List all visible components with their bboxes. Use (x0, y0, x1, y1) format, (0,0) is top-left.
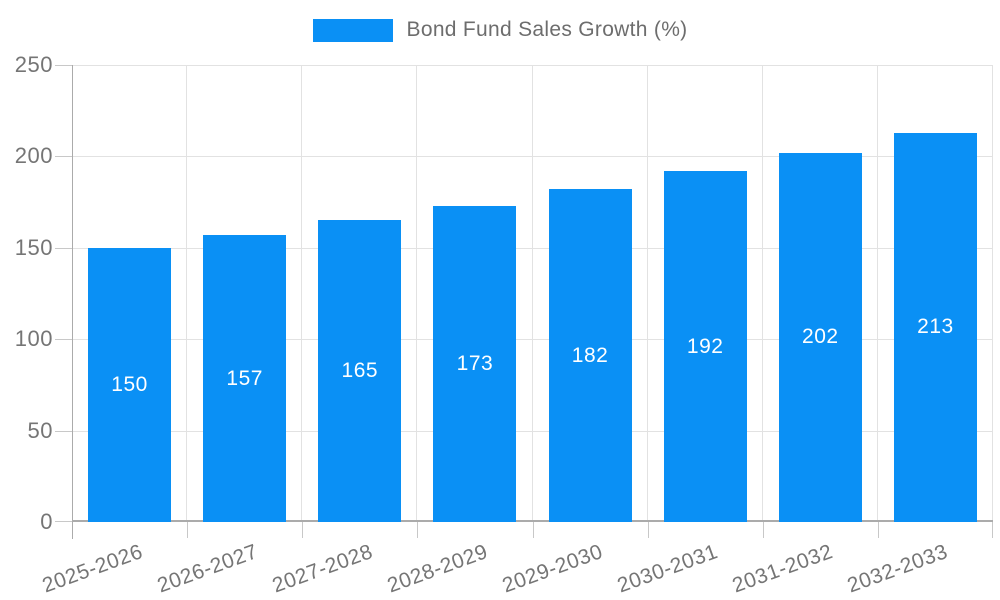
x-axis-label: 2028-2029 (384, 540, 491, 598)
bar-value-label: 173 (456, 351, 494, 375)
gridline-vertical (761, 65, 763, 522)
x-axis-label: 2031-2032 (729, 540, 837, 598)
bar-value-label: 165 (341, 359, 379, 383)
y-axis-label: 250 (14, 52, 53, 77)
bar-value-label: 202 (802, 325, 839, 349)
y-axis-tick (55, 430, 72, 432)
y-axis-tick (55, 156, 72, 158)
gridline-vertical (646, 65, 648, 522)
bar[interactable]: 202 (778, 152, 862, 522)
y-axis-tick (55, 65, 72, 66)
gridline-vertical (301, 65, 303, 522)
gridline-vertical (531, 65, 533, 522)
y-axis-label: 100 (14, 326, 53, 352)
y-axis-tick (55, 247, 72, 249)
x-axis-tick (877, 522, 879, 538)
x-axis-tick (302, 522, 304, 538)
gridline-vertical (186, 65, 188, 522)
bar[interactable]: 192 (663, 171, 747, 522)
x-axis-tick (532, 522, 534, 538)
bar[interactable]: 165 (318, 220, 402, 522)
x-axis-tick (992, 522, 993, 538)
gridline-horizontal (72, 156, 993, 158)
bar-value-label: 192 (686, 334, 724, 358)
gridline-vertical (876, 65, 878, 522)
x-axis-label: 2030-2031 (614, 540, 722, 598)
gridline-horizontal (72, 65, 993, 66)
legend: Bond Fund Sales Growth (%) (0, 18, 1000, 42)
plot-area: 150 157 165 173 182 192 202 213 (55, 65, 993, 539)
legend-label: Bond Fund Sales Growth (%) (406, 18, 688, 41)
x-axis-label: 2026-2027 (154, 540, 261, 598)
bar[interactable]: 213 (893, 132, 977, 522)
bar[interactable]: 150 (88, 247, 172, 522)
x-axis-label: 2027-2028 (269, 540, 376, 598)
y-axis-labels: 0 50 100 150 200 250 (0, 52, 53, 534)
gridline-horizontal (72, 247, 993, 249)
y-axis-tick (55, 339, 72, 341)
legend-item[interactable]: Bond Fund Sales Growth (%) (312, 18, 688, 42)
bar-value-label: 182 (571, 343, 609, 367)
x-axis-tick (417, 522, 419, 538)
x-axis-baseline (72, 520, 993, 522)
legend-swatch (312, 18, 393, 42)
x-axis-label: 2025-2026 (38, 540, 146, 598)
y-axis-label: 0 (40, 509, 53, 534)
gridline-horizontal (72, 430, 993, 432)
bar-value-label: 150 (111, 372, 148, 396)
y-axis-label: 50 (27, 417, 53, 443)
bar-value-label: 213 (917, 315, 954, 339)
bar[interactable]: 173 (433, 205, 517, 522)
gridline-vertical (992, 65, 993, 522)
y-axis-tick (55, 521, 72, 522)
bar[interactable]: 182 (548, 189, 632, 522)
x-axis-labels: 2025-2026 2026-2027 2027-2028 2028-2029 2029… (39, 522, 993, 600)
gridline-horizontal (72, 339, 993, 341)
x-axis-tick (187, 522, 189, 538)
bar[interactable]: 157 (203, 235, 287, 522)
y-axis-label: 150 (14, 234, 53, 260)
bar-value-label: 157 (226, 366, 263, 390)
gridline-vertical (416, 65, 418, 522)
y-axis-line (72, 65, 73, 539)
x-axis-tick (647, 522, 649, 538)
x-axis-label: 2029-2030 (499, 540, 606, 598)
x-axis-tick (762, 522, 764, 538)
x-axis-label: 2032-2033 (844, 540, 952, 598)
y-axis-label: 200 (14, 143, 53, 169)
